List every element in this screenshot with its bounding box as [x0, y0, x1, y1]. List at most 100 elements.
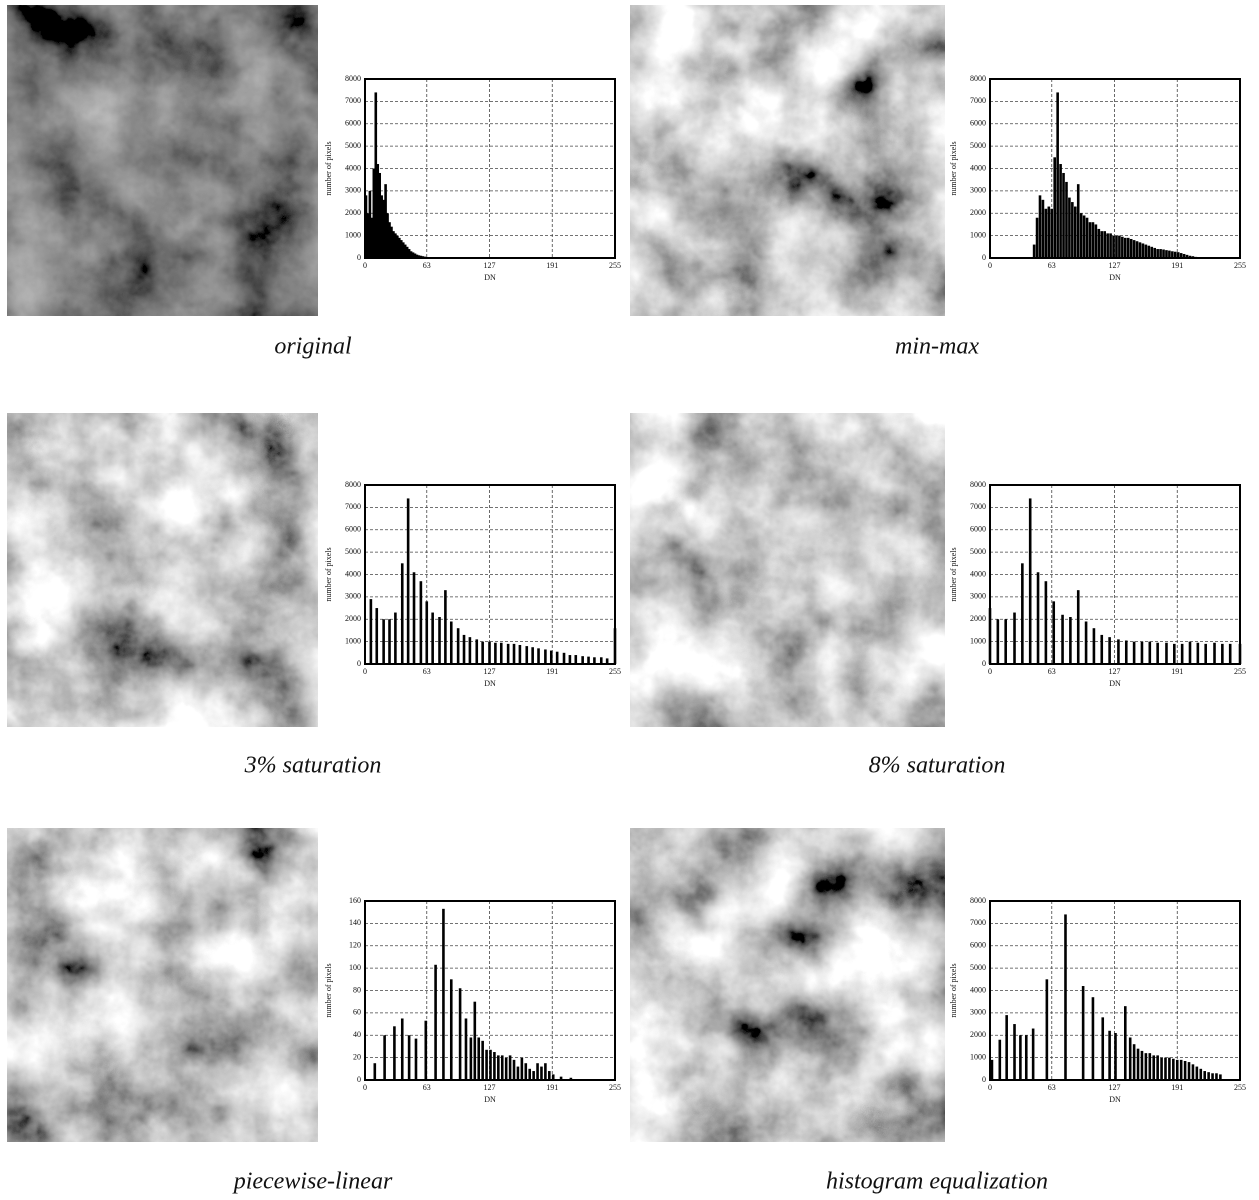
bar: [1176, 1060, 1179, 1080]
bar: [1160, 1058, 1163, 1080]
bar: [382, 619, 385, 664]
y-tick-label: 7000: [345, 96, 361, 105]
y-axis-label: number of pixels: [324, 141, 333, 195]
bar: [374, 1063, 377, 1080]
bar: [1181, 644, 1184, 664]
y-tick-label: 8000: [970, 74, 986, 83]
y-axis-label: number of pixels: [949, 547, 958, 601]
bar: [407, 498, 410, 664]
bar: [1165, 643, 1168, 664]
bar: [1133, 642, 1136, 664]
y-axis-label: number of pixels: [324, 547, 333, 601]
bar: [1093, 628, 1096, 664]
x-tick-label: 127: [484, 1083, 496, 1092]
bar: [1025, 1035, 1028, 1080]
bar: [1112, 236, 1115, 258]
x-tick-label: 191: [1171, 667, 1183, 676]
bar: [444, 590, 447, 664]
bar: [513, 1060, 516, 1080]
x-tick-label: 127: [1109, 667, 1121, 676]
bar: [544, 1063, 547, 1080]
bar: [1139, 242, 1142, 258]
bar: [1189, 256, 1192, 258]
bar: [1059, 164, 1062, 258]
bar: [1142, 243, 1145, 258]
y-tick-label: 7000: [970, 502, 986, 511]
y-tick-label: 1000: [970, 1052, 986, 1061]
bar: [408, 1035, 411, 1080]
y-tick-label: 100: [349, 963, 361, 972]
satellite-image: [7, 828, 318, 1142]
bar: [1152, 1055, 1155, 1080]
bar: [1118, 236, 1121, 258]
bar: [438, 617, 441, 664]
y-axis-label: number of pixels: [949, 963, 958, 1017]
y-tick-label: 7000: [970, 918, 986, 927]
bar: [1156, 643, 1159, 664]
bar: [614, 628, 617, 664]
y-tick-label: 2000: [970, 614, 986, 623]
bar: [393, 1026, 396, 1080]
y-tick-label: 6000: [345, 119, 361, 128]
y-tick-label: 4000: [970, 985, 986, 994]
bar: [1149, 642, 1152, 664]
x-axis-label: DN: [1109, 1095, 1121, 1104]
bar: [1141, 642, 1144, 664]
bar: [1192, 256, 1195, 258]
bar: [1172, 1059, 1175, 1080]
bar: [1197, 643, 1200, 664]
bar: [465, 1018, 468, 1080]
x-tick-label: 255: [609, 667, 621, 676]
bar: [1196, 1067, 1199, 1080]
bar: [1062, 173, 1065, 258]
bar: [497, 1055, 500, 1080]
bar: [1083, 215, 1086, 258]
bar: [1168, 251, 1171, 258]
bar: [1115, 236, 1118, 258]
bar: [550, 651, 553, 664]
y-tick-label: 2000: [345, 614, 361, 623]
bar: [997, 619, 1000, 664]
x-tick-label: 63: [1048, 261, 1056, 270]
y-tick-label: 1000: [345, 230, 361, 239]
bar: [540, 1067, 543, 1080]
y-tick-label: 8000: [970, 896, 986, 905]
bar: [1032, 1029, 1035, 1080]
y-tick-label: 3000: [970, 592, 986, 601]
y-tick-label: 7000: [345, 502, 361, 511]
bar: [581, 656, 584, 664]
bar: [424, 1021, 427, 1080]
bar: [1114, 1033, 1117, 1080]
bar: [991, 1060, 994, 1080]
bar: [383, 1035, 386, 1080]
bar: [1168, 1058, 1171, 1080]
bar: [1071, 202, 1074, 258]
y-tick-label: 4000: [970, 569, 986, 578]
y-tick-label: 8000: [345, 480, 361, 489]
y-tick-label: 2000: [345, 208, 361, 217]
bar: [1156, 1055, 1159, 1080]
bar: [519, 645, 522, 664]
bar: [1159, 249, 1162, 258]
bar: [1056, 92, 1059, 258]
bar: [532, 1071, 535, 1080]
x-axis-label: DN: [1109, 679, 1121, 688]
x-tick-label: 63: [423, 1083, 431, 1092]
x-tick-label: 255: [609, 1083, 621, 1092]
bar: [425, 601, 428, 664]
bar: [536, 1063, 539, 1080]
bar: [1046, 979, 1049, 1080]
bar: [1082, 986, 1085, 1080]
bar: [1045, 581, 1048, 664]
bar: [481, 642, 484, 664]
bar: [1109, 233, 1112, 258]
x-tick-label: 0: [363, 667, 367, 676]
x-tick-label: 0: [988, 667, 992, 676]
bar: [1061, 615, 1064, 664]
bar: [463, 635, 466, 664]
bar: [1053, 157, 1056, 258]
bar: [1068, 198, 1071, 258]
bar: [1103, 231, 1106, 258]
bar: [1004, 619, 1007, 664]
bar: [548, 1071, 551, 1080]
